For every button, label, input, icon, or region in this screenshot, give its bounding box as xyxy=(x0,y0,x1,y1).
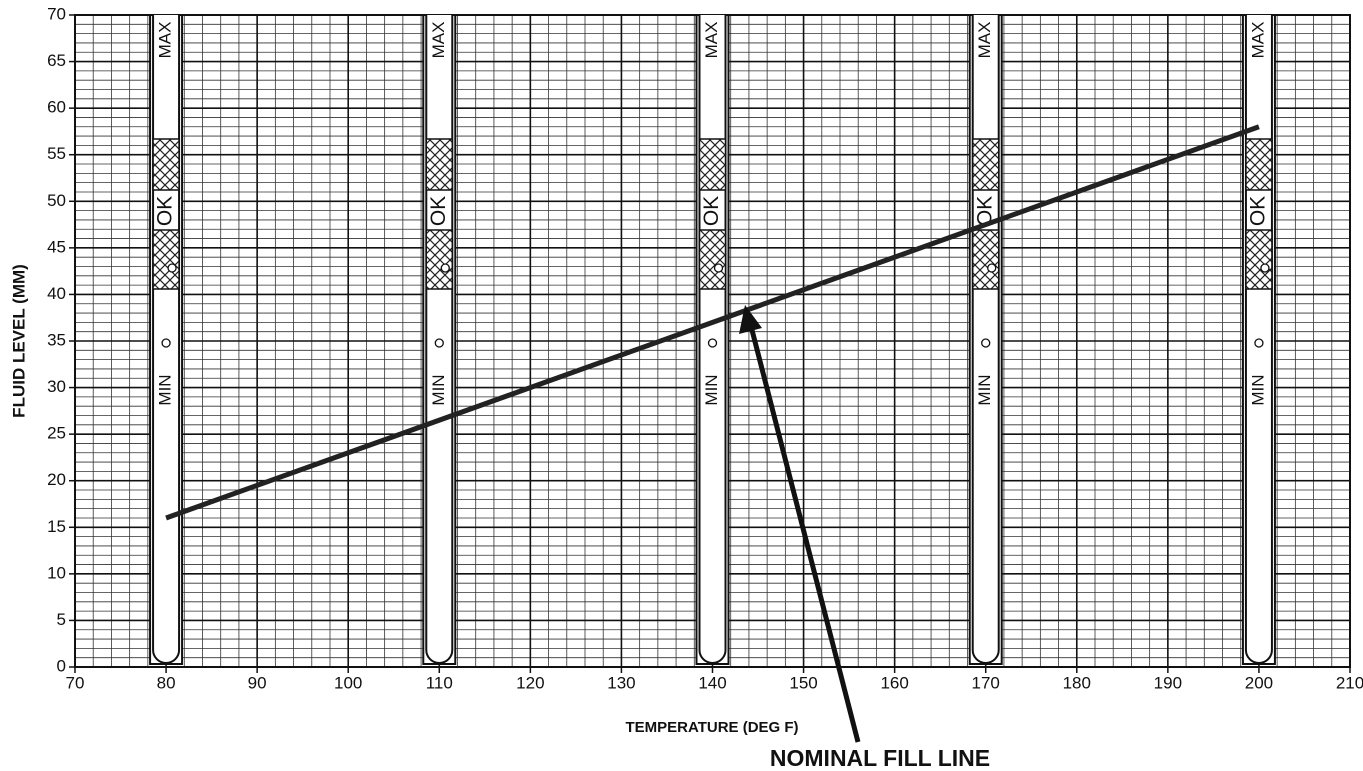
min-label: MIN xyxy=(702,374,721,405)
min-label: MIN xyxy=(429,374,448,405)
ok-label: OK xyxy=(154,196,177,226)
y-tick-label: 60 xyxy=(47,98,66,117)
hatch-zone xyxy=(152,138,180,191)
max-label: MAX xyxy=(702,22,721,59)
dipstick-hole xyxy=(713,263,724,273)
dipstick-hole xyxy=(440,263,450,273)
dipstick-hole xyxy=(1254,338,1264,348)
ok-label: OK xyxy=(700,196,723,226)
hatch-zone xyxy=(698,229,727,290)
y-tick-label: 65 xyxy=(47,51,66,70)
hatch-zone xyxy=(152,229,180,290)
y-tick-label: 0 xyxy=(57,656,66,675)
x-tick-label: 140 xyxy=(698,673,726,692)
fill-line xyxy=(165,124,1260,521)
x-tick-label: 70 xyxy=(66,673,85,692)
x-tick-label: 190 xyxy=(1154,673,1182,692)
y-tick-label: 40 xyxy=(47,284,66,303)
x-tick-label: 80 xyxy=(157,673,176,692)
max-label: MAX xyxy=(429,22,448,59)
foreground: 70 80 90 100 110 120 130 140 150 160 170 180 190 200 2… xyxy=(47,4,1363,743)
x-tick-label: 150 xyxy=(789,673,817,692)
dipstick-hole xyxy=(167,263,177,273)
y-tick-label: 25 xyxy=(47,424,66,443)
y-tick-label: 55 xyxy=(47,144,66,163)
x-tick-label: 90 xyxy=(248,673,267,692)
x-tick-label: 130 xyxy=(607,673,635,692)
x-tick-label: 110 xyxy=(426,673,453,692)
y-tick-label: 70 xyxy=(47,4,66,23)
dipsticks: MAX OK MIN MAX OK MIN MAX OK MIN MAX OK MIN MAX OK MIN xyxy=(149,14,1276,665)
annotation: NOMINAL FILL LINE xyxy=(770,745,990,771)
ok-label: OK xyxy=(973,196,996,226)
max-label: MAX xyxy=(1248,22,1267,59)
y-tick-label: 15 xyxy=(47,517,66,536)
x-tick-label: 210 xyxy=(1336,673,1363,692)
y-tick-label: 10 xyxy=(47,563,66,582)
hatch-zone xyxy=(971,138,1000,191)
y-axis-label: FLUID LEVEL (MM) xyxy=(9,264,28,418)
hatch-zone xyxy=(425,138,454,191)
min-label: MIN xyxy=(1248,374,1267,405)
y-tick-label: 20 xyxy=(47,470,66,489)
max-label: MAX xyxy=(975,22,994,59)
x-tick-label: 170 xyxy=(972,673,1000,692)
dipstick-hole xyxy=(981,338,991,348)
hatch-zone xyxy=(698,138,727,191)
y-tick-label: 50 xyxy=(47,191,66,210)
y-tick-label: 30 xyxy=(47,377,66,396)
dipstick-hole xyxy=(1260,263,1270,273)
x-tick-label: 180 xyxy=(1063,673,1091,692)
max-label: MAX xyxy=(156,22,175,59)
ok-label: OK xyxy=(427,196,450,226)
x-tick-label: 200 xyxy=(1245,673,1273,692)
hatch-zone xyxy=(971,229,1000,290)
min-label: MIN xyxy=(975,374,994,405)
annotation-arrow xyxy=(749,329,861,743)
ok-label: OK xyxy=(1246,196,1269,226)
hatch-zone xyxy=(1245,138,1273,191)
annotation-arrowhead xyxy=(739,305,762,334)
dipstick-hole xyxy=(987,263,997,273)
min-label: MIN xyxy=(156,374,175,405)
y-tick-label: 45 xyxy=(47,237,66,256)
x-tick-label: 160 xyxy=(880,673,908,692)
y-tick-label: 35 xyxy=(47,330,66,349)
dipstick-hole xyxy=(434,338,444,348)
x-tick-label: 100 xyxy=(334,673,362,692)
dipstick-hole xyxy=(161,338,171,348)
hatch-zone xyxy=(1245,229,1273,290)
dipstick-hole xyxy=(707,338,718,348)
hatch-zone xyxy=(425,229,454,290)
y-tick-label: 5 xyxy=(57,610,66,629)
x-axis-label: TEMPERATURE (DEG F) xyxy=(625,719,798,736)
x-tick-label: 120 xyxy=(516,673,544,692)
